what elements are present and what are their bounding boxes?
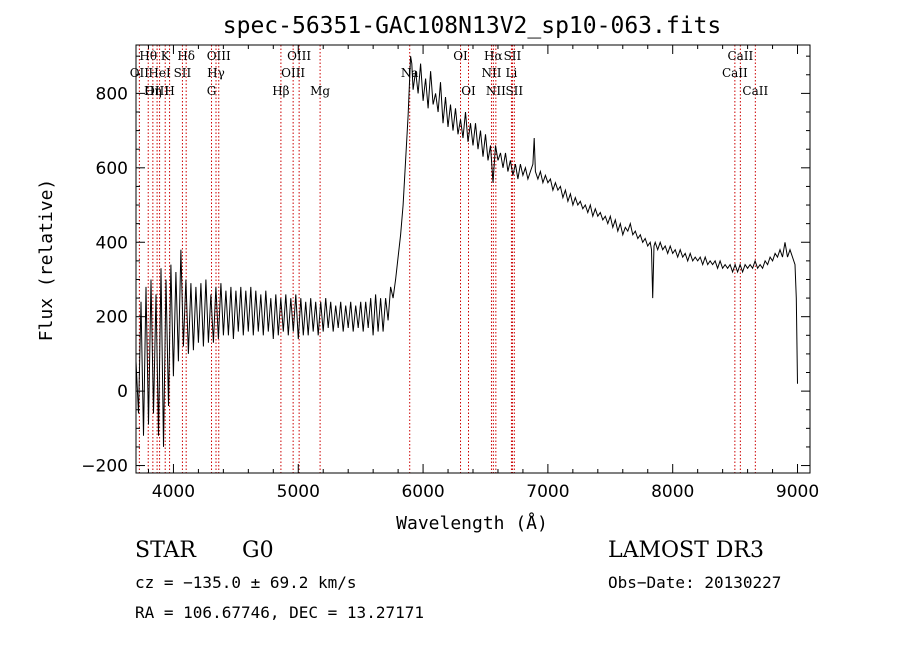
x-tick-label-0: 4000 [152, 482, 195, 502]
spectral-line-markers [138, 45, 756, 473]
line-label-19: Hα [484, 49, 503, 63]
x-tick-label-2: 6000 [401, 482, 444, 502]
flux-series-line [135, 56, 798, 447]
x-tick-label-1: 5000 [277, 482, 320, 502]
spectral-subclass: G0 [242, 538, 274, 563]
line-label-4: HeI [148, 66, 171, 80]
line-label-8: Hδ [177, 49, 195, 63]
line-label-22: SII [504, 49, 522, 63]
x-tick-label-4: 8000 [651, 482, 694, 502]
y-tick-label-3: 400 [96, 233, 128, 253]
line-label-23: Li [506, 66, 518, 80]
x-axis: 4000 5000 6000 7000 8000 9000 [147, 45, 819, 502]
survey-name: LAMOST DR3 [608, 538, 764, 563]
line-label-14: OIII [281, 66, 305, 80]
chart-title: spec-56351-GAC108N13V2_sp10-063.fits [223, 13, 722, 39]
line-label-27: CaII [742, 84, 768, 98]
line-label-3: OIII [145, 84, 169, 98]
plot-frame [135, 44, 811, 474]
line-label-17: OI [453, 49, 468, 63]
y-tick-label-4: 600 [96, 159, 128, 179]
x-tick-label-5: 9000 [776, 482, 819, 502]
line-label-1: OII [130, 66, 150, 80]
object-type: STAR [135, 538, 196, 563]
line-label-2: Hη [144, 84, 162, 98]
line-label-13: OIII [287, 49, 311, 63]
line-label-26: CaII [722, 66, 748, 80]
y-tick-label-1: 0 [117, 382, 128, 402]
line-label-25: CaII [727, 49, 753, 63]
line-label-9: OIII [207, 49, 231, 63]
line-label-7: SII [174, 66, 192, 80]
redshift-cz: cz = −135.0 ± 69.2 km/s [135, 573, 357, 592]
line-label-12: Hβ [272, 84, 289, 98]
line-label-5: K [161, 49, 171, 63]
line-label-18: OI [461, 84, 476, 98]
line-label-24: SII [505, 84, 523, 98]
y-tick-label-0: −200 [81, 457, 128, 477]
line-label-21: NII [486, 84, 506, 98]
line-label-0: Hθ [139, 49, 157, 63]
coordinates: RA = 106.67746, DEC = 13.27171 [135, 603, 424, 622]
y-tick-label-2: 200 [96, 308, 128, 328]
observation-date: Obs−Date: 20130227 [608, 573, 782, 592]
line-label-15: Mg [310, 84, 330, 98]
x-axis-label: Wavelength (Å) [396, 512, 548, 534]
y-axis: −200 0 200 400 600 800 [81, 55, 810, 477]
line-label-10: Hγ [207, 66, 225, 80]
line-label-11: G [207, 84, 217, 98]
x-tick-label-3: 7000 [526, 482, 569, 502]
y-tick-label-5: 800 [96, 84, 128, 104]
line-label-6: H [164, 84, 174, 98]
line-label-20: NII [481, 66, 501, 80]
y-axis-label: Flux (relative) [36, 179, 57, 342]
